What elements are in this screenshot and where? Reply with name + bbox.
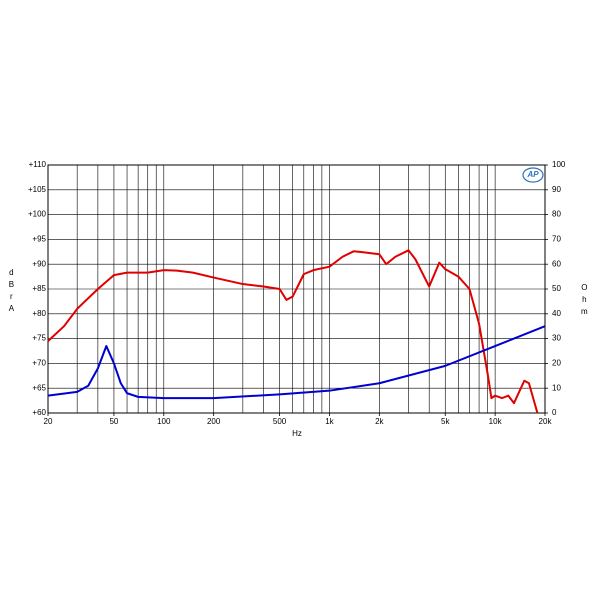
y-tick-label: +60 [32,408,46,417]
x-tick-label: 100 [157,417,171,426]
x-tick-label: 10k [489,417,503,426]
x-tick-label: 500 [273,417,287,426]
y-tick-label: +110 [29,160,47,169]
logo: AP [526,170,539,179]
y-tick-label: +105 [28,185,47,194]
y-axis-label: dBrA [7,268,16,316]
y-tick-label: +80 [32,309,46,318]
x-tick-label: 20k [539,417,553,426]
y2-tick-label: 30 [552,334,561,343]
x-axis-label: Hz [292,429,302,438]
y2-tick-label: 0 [552,408,557,417]
y2-tick-label: 60 [552,259,561,268]
y2-tick-label: 90 [552,185,561,194]
y2-tick-label: 80 [552,210,561,219]
y-tick-label: +75 [32,334,46,343]
y-tick-label: +90 [32,259,46,268]
y-tick-label: +95 [32,235,46,244]
y2-tick-label: 70 [552,235,561,244]
y2-tick-label: 50 [552,284,561,293]
y2-tick-label: 100 [552,160,566,169]
series-line [47,249,539,414]
y2-tick-label: 10 [552,383,561,392]
x-tick-label: 200 [207,417,221,426]
y-tick-label: +70 [32,359,46,368]
y-tick-label: +65 [32,383,46,392]
y2-tick-label: 20 [552,359,561,368]
x-tick-label: 1k [325,417,334,426]
x-tick-label: 20 [44,417,53,426]
logo-ring [522,167,544,183]
x-tick-label: 50 [109,417,118,426]
x-tick-label: 5k [441,417,450,426]
x-tick-label: 2k [375,417,384,426]
series-line [47,325,546,400]
y-tick-label: +85 [32,284,46,293]
y2-tick-label: 40 [552,309,561,318]
y-tick-label: +100 [28,210,47,219]
y2-axis-label: Ohm [580,283,589,319]
